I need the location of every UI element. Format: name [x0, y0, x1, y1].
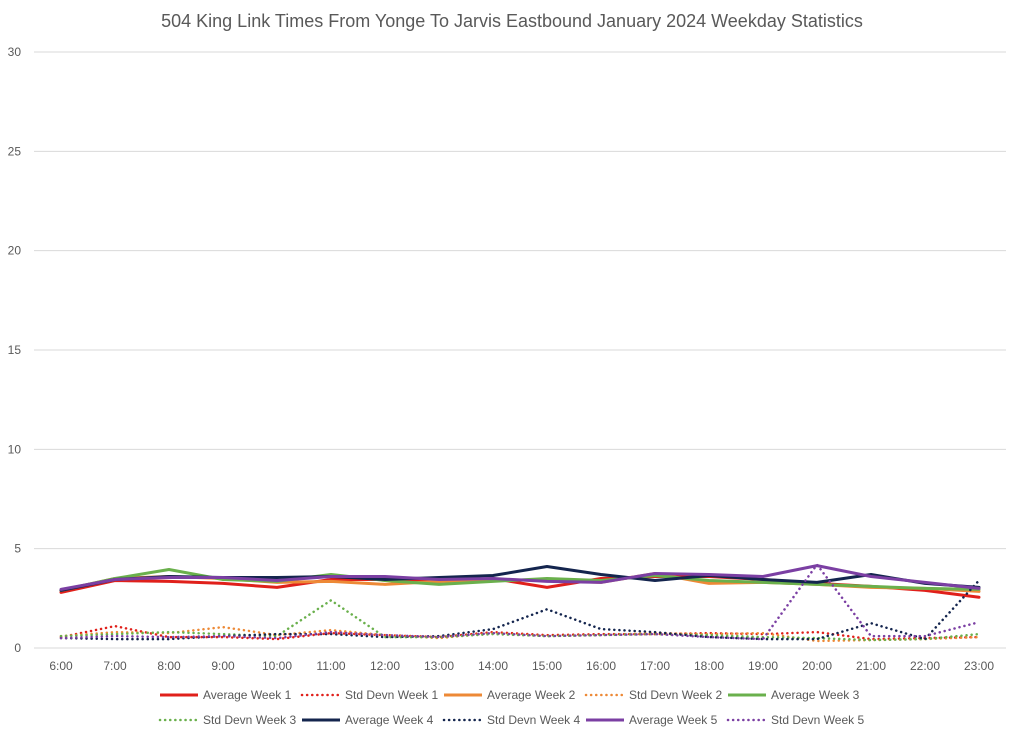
chart-title: 504 King Link Times From Yonge To Jarvis… [161, 11, 863, 31]
gridlines [34, 51, 1006, 649]
legend-label: Std Devn Week 3 [203, 713, 296, 727]
series-line-average-week-5 [59, 564, 981, 591]
legend-label: Std Devn Week 2 [629, 688, 722, 702]
legend-label: Average Week 4 [345, 713, 434, 727]
y-tick-label: 25 [8, 144, 22, 158]
legend-label: Average Week 1 [203, 688, 292, 702]
x-axis-ticks: 6:00 7:00 8:00 9:00 10:00 11:00 12:00 13:00 14:0… [49, 659, 994, 673]
x-tick-label: 8:00 [157, 659, 181, 673]
y-tick-label: 30 [8, 45, 22, 59]
legend-item-std-devn-week-5: Std Devn Week 5 [726, 713, 864, 727]
legend-label: Std Devn Week 5 [771, 713, 864, 727]
x-tick-label: 6:00 [49, 659, 73, 673]
x-tick-label: 12:00 [370, 659, 400, 673]
legend-item-std-devn-week-2: Std Devn Week 2 [584, 688, 722, 702]
x-tick-label: 16:00 [586, 659, 616, 673]
x-tick-label: 22:00 [910, 659, 940, 673]
x-tick-label: 9:00 [211, 659, 235, 673]
legend-item-average-week-1: Average Week 1 [160, 688, 292, 702]
x-tick-label: 14:00 [478, 659, 508, 673]
y-tick-label: 20 [8, 244, 22, 258]
legend-label: Average Week 2 [487, 688, 576, 702]
legend-label: Std Devn Week 4 [487, 713, 580, 727]
series-line-std-devn-week-2 [59, 625, 981, 643]
x-tick-label: 17:00 [640, 659, 670, 673]
y-tick-label: 5 [14, 542, 21, 556]
x-tick-label: 11:00 [316, 659, 345, 673]
x-tick-label: 15:00 [532, 659, 562, 673]
series-line-std-devn-week-3 [59, 599, 981, 642]
legend-item-average-week-4: Average Week 4 [302, 713, 434, 727]
series-lines [59, 563, 981, 643]
legend-label: Average Week 3 [771, 688, 860, 702]
legend: Average Week 1 Std Devn Week 1 Average Wee… [158, 688, 864, 727]
x-tick-label: 18:00 [694, 659, 724, 673]
legend-item-std-devn-week-4: Std Devn Week 4 [442, 713, 580, 727]
y-axis-ticks: 0 5 10 15 20 25 30 [8, 45, 22, 655]
x-tick-label: 7:00 [103, 659, 127, 673]
legend-item-average-week-3: Average Week 3 [728, 688, 860, 702]
legend-item-std-devn-week-1: Std Devn Week 1 [300, 688, 438, 702]
legend-label: Average Week 5 [629, 713, 718, 727]
legend-item-std-devn-week-3: Std Devn Week 3 [158, 713, 296, 727]
legend-item-average-week-2: Average Week 2 [444, 688, 576, 702]
y-tick-label: 15 [8, 343, 22, 357]
x-tick-label: 21:00 [856, 659, 886, 673]
x-tick-label: 13:00 [424, 659, 454, 673]
y-tick-label: 10 [8, 442, 22, 456]
x-tick-label: 20:00 [802, 659, 832, 673]
x-tick-label: 10:00 [262, 659, 292, 673]
legend-label: Std Devn Week 1 [345, 688, 438, 702]
x-tick-label: 23:00 [964, 659, 994, 673]
legend-item-average-week-5: Average Week 5 [586, 713, 718, 727]
y-tick-label: 0 [14, 641, 21, 655]
x-tick-label: 19:00 [748, 659, 778, 673]
series-line-std-devn-week-5 [59, 563, 981, 641]
